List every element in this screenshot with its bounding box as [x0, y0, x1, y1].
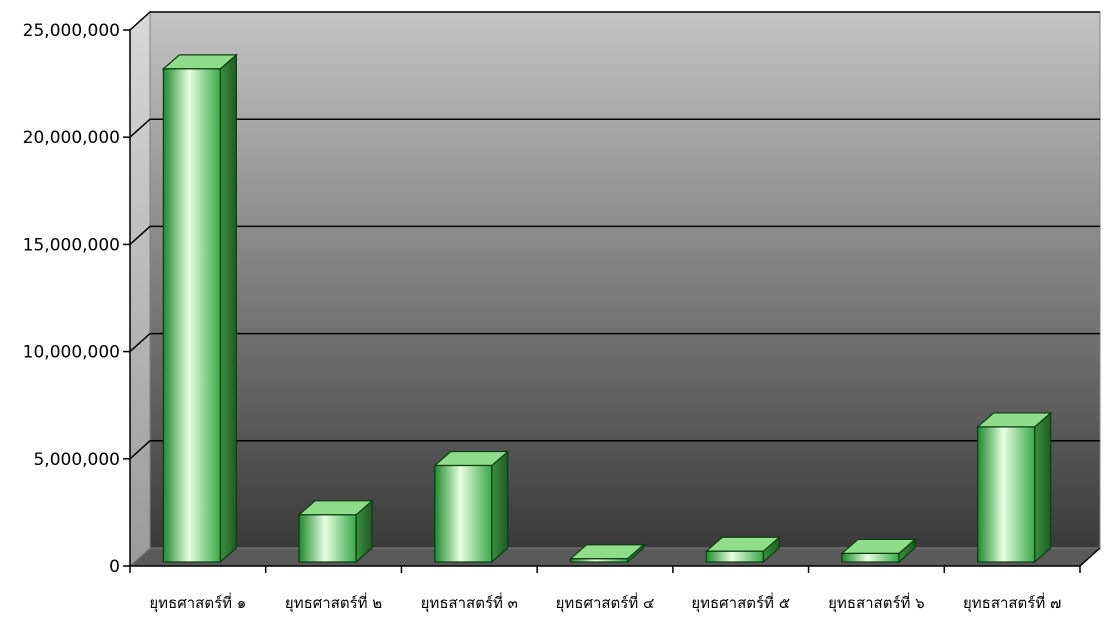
y-tick-label: 5,000,000	[33, 450, 120, 470]
bar	[297, 499, 374, 564]
bar	[840, 538, 917, 564]
bar-front-face	[162, 68, 221, 563]
bar-side-face	[491, 450, 509, 564]
gridline	[129, 440, 1100, 460]
bar-side-face	[1034, 411, 1052, 564]
bar	[568, 543, 646, 564]
x-category-label: ยุทธสาสตร์ที่ ๗	[963, 592, 1061, 613]
bar-front-face	[298, 514, 357, 563]
back-wall	[149, 11, 1101, 549]
y-tick-label: 15,000,000	[23, 235, 120, 255]
y-tick-label: 20,000,000	[23, 128, 120, 148]
axes	[129, 30, 1101, 573]
bar	[433, 450, 510, 564]
x-category-label: ยุทธสาสตร์ที่ ๓	[421, 592, 518, 613]
bar-front-face	[841, 552, 900, 563]
x-axis-labels: ยุทธศาสตร์ที่ ๑ ยุทธศาสตร์ที่ ๒ ยุทธสาสตร์…	[149, 592, 1061, 613]
gridline	[129, 11, 1100, 31]
left-side-wall	[129, 10, 151, 568]
bar-front-face	[569, 558, 629, 563]
bar	[976, 411, 1053, 564]
y-axis-ticks: 0 5,000,000 10,000,000 15,000,000 20,000,000…	[23, 21, 130, 577]
y-tick-label: 0	[109, 557, 120, 577]
bar	[704, 535, 781, 564]
gridline	[129, 225, 1100, 245]
bar-front-face	[434, 464, 493, 563]
x-category-label: ยุทธศาสตร์ที่ ๒	[285, 592, 382, 613]
x-category-label: ยุทธศาสตร์ที่ ๔	[556, 592, 655, 613]
x-category-label: ยุทธสาสตร์ที่ ๖	[828, 592, 925, 613]
bar-front-face	[705, 550, 764, 563]
floor-edge	[1079, 547, 1101, 567]
bar-front-face	[977, 426, 1036, 563]
y-tick-label: 25,000,000	[23, 21, 120, 41]
plot-background	[128, 10, 1102, 568]
x-category-label: ยุทธศาสตร์ที่ ๑	[149, 592, 246, 613]
y-tick-label: 10,000,000	[23, 343, 120, 363]
x-category-label: ยุทธศาสตร์ที่ ๕	[691, 592, 790, 613]
bars	[161, 53, 1053, 564]
gridline	[129, 118, 1100, 138]
gridline	[129, 332, 1100, 353]
bar-side-face	[219, 53, 237, 564]
gridlines	[129, 11, 1100, 460]
bar	[161, 53, 238, 564]
